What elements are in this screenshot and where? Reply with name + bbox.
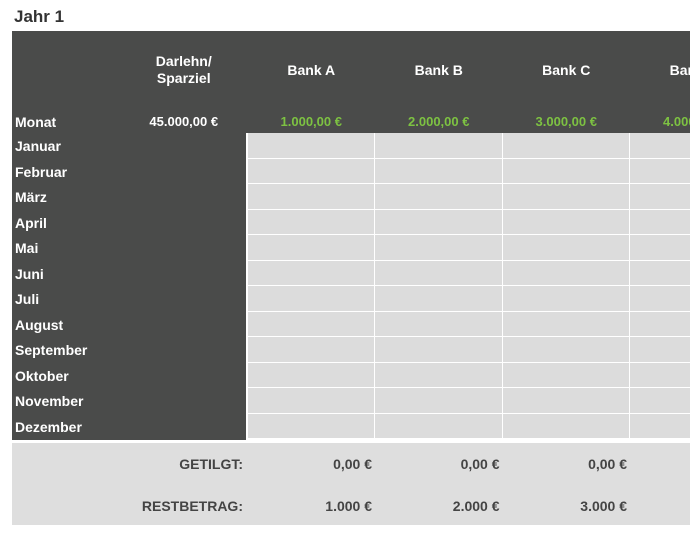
- row-header: Monat: [15, 114, 57, 130]
- month-label: Mai: [15, 240, 39, 256]
- input-cell: [502, 337, 630, 363]
- month-label: September: [15, 342, 88, 358]
- input-cell: [630, 286, 690, 312]
- input-cell: [247, 362, 375, 388]
- input-cell: [502, 235, 630, 261]
- footer-value: 1.000 €: [325, 498, 372, 514]
- input-cell: [502, 388, 630, 414]
- input-cell: [630, 158, 690, 184]
- footer-value: 3.000 €: [580, 498, 627, 514]
- column-amount: 4.000,00 €: [663, 114, 690, 129]
- input-cell: [502, 184, 630, 210]
- header-band: [12, 31, 690, 133]
- column-amount: 2.000,00 €: [408, 114, 470, 129]
- input-cell: [247, 337, 375, 363]
- input-cell: [375, 209, 503, 235]
- column-label: Bank A: [287, 62, 336, 78]
- input-cell: [247, 260, 375, 286]
- input-cell: [630, 260, 690, 286]
- input-cell: [502, 413, 630, 439]
- input-cell: [502, 260, 630, 286]
- input-cell: [375, 133, 503, 159]
- input-cell: [247, 311, 375, 337]
- input-cell: [375, 413, 503, 439]
- month-label: März: [15, 189, 47, 205]
- month-label: April: [15, 214, 47, 231]
- input-cell: [375, 362, 503, 388]
- input-cell: [375, 311, 503, 337]
- month-label: November: [15, 393, 84, 409]
- input-cell: [630, 133, 690, 159]
- input-cell: [630, 362, 690, 388]
- month-label: Oktober: [15, 367, 69, 384]
- input-cell: [375, 337, 503, 363]
- input-cell: [630, 311, 690, 337]
- input-cell: [502, 133, 630, 159]
- column-label: Darlehn/ Sparziel: [155, 53, 212, 86]
- input-cell: [247, 158, 375, 184]
- column-label: Bank B: [414, 62, 463, 78]
- input-cell: [375, 235, 503, 261]
- footer-value: 0,00 €: [588, 456, 627, 472]
- month-label: Januar: [15, 138, 61, 154]
- input-cell: [247, 235, 375, 261]
- column-amount: 3.000,00 €: [535, 114, 597, 129]
- column-label: Bank D: [669, 62, 690, 78]
- footer-value: 2.000 €: [452, 498, 500, 514]
- input-cell: [375, 184, 503, 210]
- column-amount: 45.000,00 €: [149, 114, 219, 129]
- input-cell: [247, 133, 375, 159]
- input-cell: [502, 158, 630, 184]
- month-label: August: [15, 316, 64, 333]
- input-cell: [502, 209, 630, 235]
- input-cell: [630, 413, 690, 439]
- input-cell: [630, 184, 690, 210]
- footer-value: 0,00 €: [460, 456, 500, 472]
- input-cell: [375, 158, 503, 184]
- input-cell: [375, 286, 503, 312]
- input-cell: [502, 362, 630, 388]
- footer-label: RESTBETRAG:: [141, 498, 243, 514]
- column-label: Bank C: [542, 62, 591, 78]
- month-label: Juni: [15, 265, 44, 282]
- input-cell: [247, 413, 375, 439]
- month-label: Dezember: [15, 418, 82, 435]
- input-cell: [630, 235, 690, 261]
- column-amount: 1.000,00 €: [280, 114, 342, 129]
- month-band: [12, 133, 246, 440]
- input-cell: [247, 209, 375, 235]
- input-cell: [630, 209, 690, 235]
- input-cell: [630, 388, 690, 414]
- input-cell: [375, 260, 503, 286]
- month-label: Februar: [15, 163, 68, 180]
- footer-band: [12, 443, 690, 525]
- input-cell: [375, 388, 503, 414]
- input-cell: [502, 286, 630, 312]
- footer-label: GETILGT:: [179, 456, 243, 472]
- input-cell: [630, 337, 690, 363]
- input-cell: [247, 388, 375, 414]
- input-cell: [247, 286, 375, 312]
- input-cell: [502, 311, 630, 337]
- footer-value: 0,00 €: [333, 456, 372, 472]
- month-label: Juli: [15, 291, 40, 307]
- input-cell: [247, 184, 375, 210]
- title: Jahr 1: [14, 7, 65, 26]
